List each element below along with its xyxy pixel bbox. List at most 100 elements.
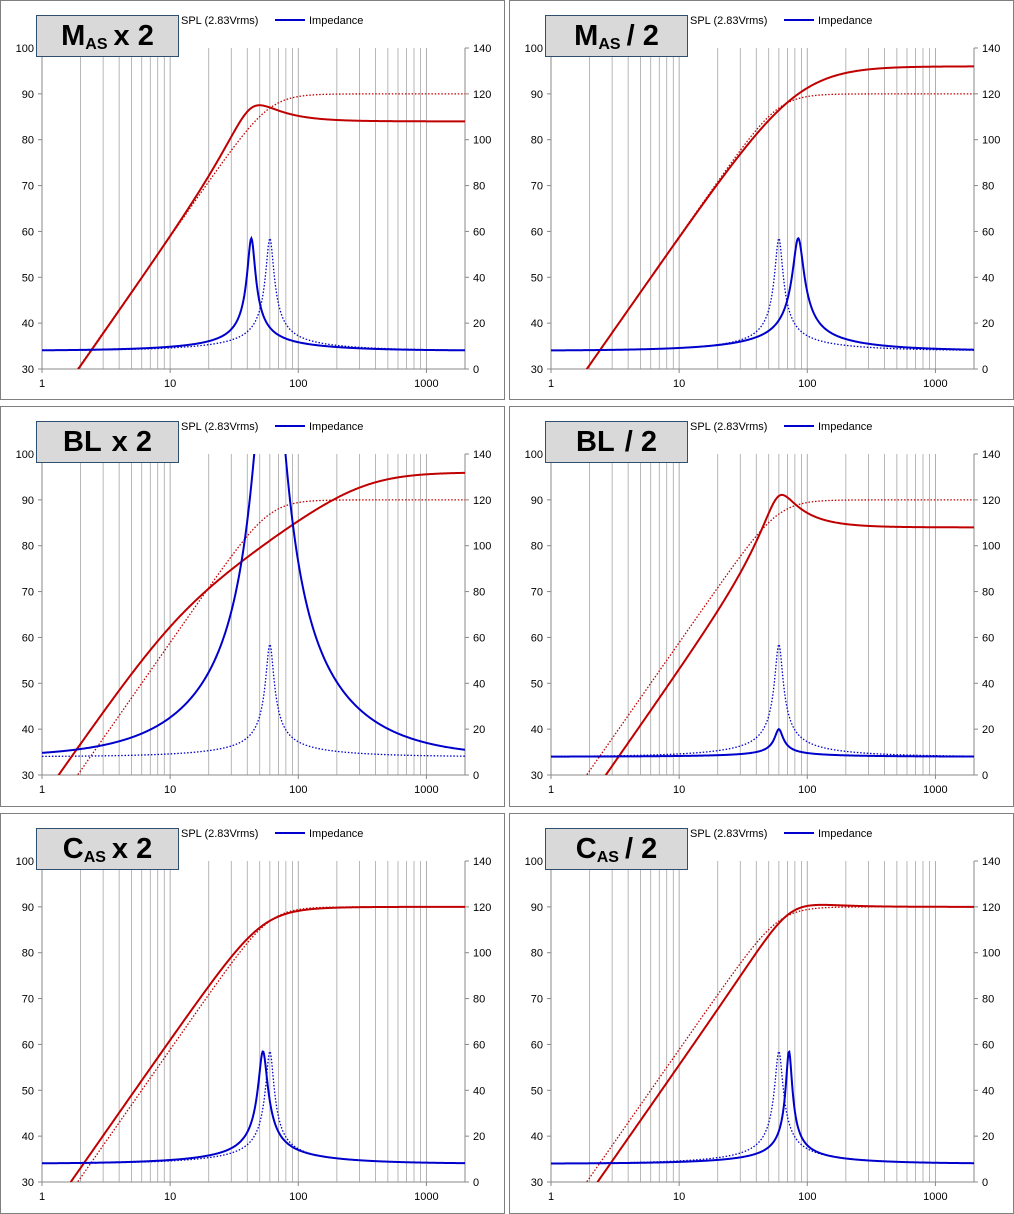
y-tick-label: 40 bbox=[22, 724, 34, 736]
y2-tick-label: 100 bbox=[982, 948, 1000, 960]
series-group bbox=[42, 454, 465, 775]
chart-label-main: BL bbox=[63, 425, 102, 458]
chart-label-subscript: AS bbox=[83, 849, 106, 866]
y2-tick-label: 120 bbox=[982, 495, 1000, 507]
legend-spl-label: SPL (2.83Vrms) bbox=[690, 421, 767, 433]
chart-label-box: BL / 2 bbox=[545, 421, 688, 463]
y-tick-label: 100 bbox=[16, 449, 34, 461]
y2-tick-label: 0 bbox=[982, 1177, 988, 1189]
series-group bbox=[42, 93, 465, 369]
spl-line bbox=[596, 903, 974, 1182]
x-tick-label: 1000 bbox=[414, 1191, 438, 1203]
y2-tick-label: 140 bbox=[473, 43, 491, 55]
spl-line bbox=[77, 104, 465, 369]
chart-panel-4: 30 40 50 60 70 80 90 100 0 20 40 60 80 100 120 140 1 10 10… bbox=[509, 406, 1014, 807]
y-tick-label: 50 bbox=[22, 678, 34, 690]
y2-tick-label: 140 bbox=[473, 856, 491, 868]
y2-tick-label: 0 bbox=[473, 1177, 479, 1189]
chart-label-box: M AS x 2 bbox=[36, 15, 179, 57]
y-tick-label: 60 bbox=[22, 1039, 34, 1051]
y2-tick-label: 60 bbox=[473, 1039, 485, 1051]
chart-label-main: C bbox=[62, 832, 84, 865]
gridlines bbox=[550, 48, 975, 369]
y2-tick-label: 120 bbox=[982, 89, 1000, 101]
y2-tick-label: 20 bbox=[473, 318, 485, 330]
legend: SPL (2.83Vrms) Impedance bbox=[656, 15, 872, 27]
y2-tick-label: 40 bbox=[473, 1085, 485, 1097]
y-tick-label: 30 bbox=[22, 364, 34, 376]
y2-tick-label: 140 bbox=[982, 449, 1000, 461]
chart-panel-5: 30 40 50 60 70 80 90 100 0 20 40 60 80 100 120 140 1 10 10… bbox=[0, 813, 505, 1214]
impedance-line bbox=[42, 1050, 465, 1165]
impedance-line bbox=[42, 235, 465, 352]
y2-tick-label: 60 bbox=[473, 226, 485, 238]
legend-spl-label: SPL (2.83Vrms) bbox=[690, 15, 767, 27]
legend-spl-label: SPL (2.83Vrms) bbox=[181, 421, 258, 433]
x-tick-label: 10 bbox=[164, 378, 176, 390]
y2-tick-label: 40 bbox=[473, 678, 485, 690]
y-tick-label: 30 bbox=[531, 1177, 543, 1189]
gridlines bbox=[41, 48, 466, 369]
gridlines bbox=[41, 454, 466, 775]
y2-tick-label: 100 bbox=[473, 948, 491, 960]
y-tick-label: 30 bbox=[531, 770, 543, 782]
y-tick-label: 70 bbox=[531, 587, 543, 599]
y-tick-label: 60 bbox=[531, 1039, 543, 1051]
legend: SPL (2.83Vrms) Impedance bbox=[656, 421, 872, 433]
y2-tick-label: 20 bbox=[982, 318, 994, 330]
impedance-reference-line bbox=[42, 1049, 465, 1165]
spl-reference-line bbox=[585, 93, 974, 369]
y2-tick-label: 120 bbox=[473, 902, 491, 914]
legend-spl-label: SPL (2.83Vrms) bbox=[181, 15, 258, 27]
gridlines bbox=[550, 454, 975, 775]
y-tick-label: 100 bbox=[525, 449, 543, 461]
y-tick-label: 60 bbox=[22, 226, 34, 238]
x-tick-label: 100 bbox=[289, 784, 307, 796]
x-tick-label: 100 bbox=[289, 378, 307, 390]
y2-tick-label: 120 bbox=[473, 89, 491, 101]
y2-tick-label: 100 bbox=[982, 135, 1000, 147]
y-tick-label: 70 bbox=[22, 994, 34, 1006]
series-group bbox=[551, 903, 974, 1182]
y-tick-label: 100 bbox=[525, 43, 543, 55]
legend-spl-label: SPL (2.83Vrms) bbox=[181, 828, 258, 840]
spl-reference-line bbox=[76, 906, 465, 1182]
y-tick-label: 80 bbox=[22, 135, 34, 147]
x-tick-label: 10 bbox=[673, 784, 685, 796]
legend-spl-label: SPL (2.83Vrms) bbox=[690, 828, 767, 840]
y-tick-label: 40 bbox=[531, 318, 543, 330]
y2-tick-label: 60 bbox=[982, 632, 994, 644]
x-tick-label: 1 bbox=[39, 378, 45, 390]
y-tick-label: 40 bbox=[22, 1131, 34, 1143]
y-tick-label: 90 bbox=[531, 89, 543, 101]
legend: SPL (2.83Vrms) Impedance bbox=[656, 828, 872, 840]
y-tick-label: 90 bbox=[531, 495, 543, 507]
chart-label-main: BL bbox=[576, 425, 615, 458]
x-tick-label: 1 bbox=[39, 1191, 45, 1203]
y2-tick-label: 20 bbox=[473, 1131, 485, 1143]
chart-label-box: M AS / 2 bbox=[545, 15, 688, 57]
x-tick-label: 1000 bbox=[923, 1191, 947, 1203]
y2-tick-label: 80 bbox=[982, 181, 994, 193]
impedance-reference-line bbox=[551, 642, 974, 758]
y-tick-label: 50 bbox=[531, 272, 543, 284]
y2-tick-label: 120 bbox=[473, 495, 491, 507]
y-tick-label: 30 bbox=[531, 364, 543, 376]
y2-tick-label: 20 bbox=[982, 1131, 994, 1143]
y2-tick-label: 80 bbox=[473, 181, 485, 193]
y-tick-label: 60 bbox=[531, 226, 543, 238]
x-tick-label: 10 bbox=[673, 378, 685, 390]
chart-label-main: M bbox=[574, 19, 599, 52]
y2-tick-label: 140 bbox=[982, 856, 1000, 868]
legend-impedance-label: Impedance bbox=[818, 828, 872, 840]
y-tick-label: 70 bbox=[531, 181, 543, 193]
y2-tick-label: 20 bbox=[982, 724, 994, 736]
y-tick-label: 40 bbox=[531, 1131, 543, 1143]
series-group bbox=[42, 905, 465, 1182]
impedance-reference-line bbox=[551, 1049, 974, 1165]
y2-tick-label: 80 bbox=[982, 994, 994, 1006]
y-tick-label: 60 bbox=[22, 632, 34, 644]
series-group bbox=[551, 65, 974, 369]
